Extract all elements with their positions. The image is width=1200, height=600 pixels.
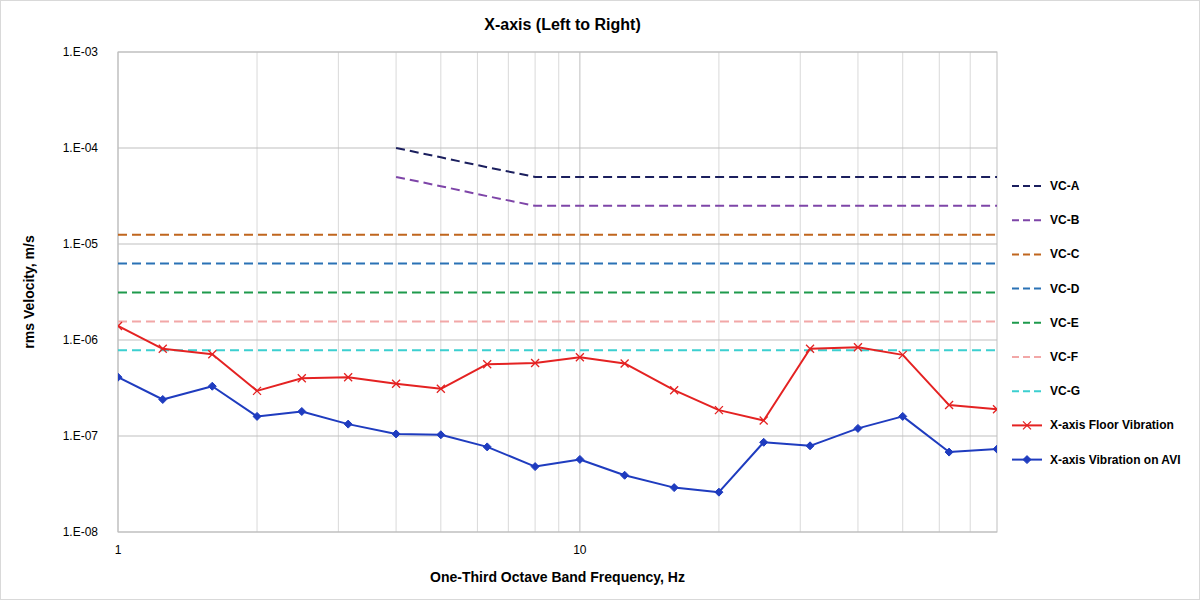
x-tick-label: 1 — [115, 543, 122, 557]
minor-grid-line — [718, 52, 719, 532]
series-marker — [298, 407, 306, 415]
legend-label: VC-A — [1050, 179, 1080, 193]
minor-grid-line — [257, 52, 258, 532]
series-marker — [298, 374, 306, 382]
minor-grid-line — [338, 52, 339, 532]
series-marker — [715, 406, 723, 414]
series-line — [118, 263, 997, 265]
series-marker — [483, 360, 491, 368]
series-marker — [159, 395, 167, 403]
series-marker — [118, 322, 122, 330]
series-marker — [437, 385, 445, 393]
x-tick-label: 10 — [573, 543, 587, 557]
series-line — [118, 320, 997, 322]
series-marker — [437, 431, 445, 439]
series-marker — [854, 343, 862, 351]
series-marker — [392, 430, 400, 438]
series-marker — [159, 345, 167, 353]
series-marker — [208, 350, 216, 358]
series-marker — [621, 471, 629, 479]
legend-swatch — [1012, 253, 1042, 255]
series-marker — [715, 488, 723, 496]
minor-grid-line — [800, 52, 801, 532]
series-marker — [253, 387, 261, 395]
y-tick-label: 1.E-05 — [63, 237, 99, 251]
series-marker — [531, 359, 539, 367]
series-line — [118, 377, 997, 492]
y-grid-line — [118, 148, 997, 149]
minor-grid-line — [396, 52, 397, 532]
legend: VC-A VC-B VC-C VC-D VC-E VC-F VC-G X-axis Floor… — [1012, 179, 1180, 467]
legend-label: VC-D — [1050, 282, 1080, 296]
y-tick-label: 1.E-04 — [63, 141, 99, 155]
legend-label: VC-E — [1050, 316, 1079, 330]
minor-grid-line — [508, 52, 509, 532]
series-marker — [253, 412, 261, 420]
series-marker — [945, 448, 953, 456]
series-marker — [945, 401, 953, 409]
series-marker — [344, 420, 352, 428]
legend-label: X-axis Vibration on AVI — [1050, 453, 1180, 467]
series-group — [118, 148, 997, 496]
legend-marker — [1023, 421, 1031, 429]
series-marker — [208, 382, 216, 390]
legend-label: VC-G — [1050, 384, 1080, 398]
legend-swatch — [1012, 288, 1042, 290]
series-marker — [899, 351, 907, 359]
series-marker — [531, 463, 539, 471]
y-grid-line — [118, 436, 997, 437]
legend-swatch — [1012, 219, 1042, 221]
series-line — [118, 291, 997, 293]
series-marker — [576, 455, 584, 463]
series-marker — [483, 443, 491, 451]
series-marker — [621, 359, 629, 367]
legend-swatch — [1012, 390, 1042, 392]
legend-label: X-axis Floor Vibration — [1050, 418, 1174, 432]
legend-label: VC-B — [1050, 213, 1080, 227]
series-line — [118, 349, 997, 351]
series-marker — [576, 353, 584, 361]
series-marker — [670, 386, 678, 394]
legend-swatch — [1012, 322, 1042, 324]
legend-label: VC-C — [1050, 247, 1080, 261]
series-marker — [344, 373, 352, 381]
chart: X-axis (Left to Right) 1.E-08 1.E-07 1.E-06… — [0, 0, 1200, 600]
series-line — [118, 234, 997, 236]
series-line — [118, 326, 997, 421]
series-line — [396, 177, 997, 206]
y-tick-label: 1.E-08 — [63, 525, 99, 539]
series-marker — [854, 424, 862, 432]
minor-grid-line — [477, 52, 478, 532]
chart-border — [1, 1, 1200, 600]
legend-swatch — [1012, 185, 1042, 187]
y-grid-line — [118, 340, 997, 341]
y-tick-label: 1.E-03 — [63, 45, 99, 59]
minor-grid-line — [857, 52, 858, 532]
minor-grid-line — [970, 52, 971, 532]
series-marker — [806, 345, 814, 353]
series-marker — [670, 484, 678, 492]
series-marker — [392, 380, 400, 388]
series-marker — [118, 373, 122, 381]
series-line — [396, 148, 997, 177]
series-marker — [760, 438, 768, 446]
series-marker — [806, 442, 814, 450]
series-marker — [993, 405, 997, 413]
legend-swatch — [1012, 356, 1042, 358]
legend-marker — [1023, 456, 1031, 464]
plot-frame — [118, 52, 997, 532]
legend-label: VC-F — [1050, 350, 1078, 364]
x-axis-label: One-Third Octave Band Frequency, Hz — [430, 569, 685, 585]
minor-grid-line — [535, 52, 536, 532]
title: X-axis (Left to Right) — [484, 16, 640, 33]
y-tick-label: 1.E-07 — [63, 429, 99, 443]
series-marker — [899, 412, 907, 420]
series-marker — [993, 445, 997, 453]
series-marker — [760, 417, 768, 425]
y-axis-label: rms Velocity, m/s — [21, 235, 37, 349]
y-grid-line — [118, 244, 997, 245]
y-tick-label: 1.E-06 — [63, 333, 99, 347]
